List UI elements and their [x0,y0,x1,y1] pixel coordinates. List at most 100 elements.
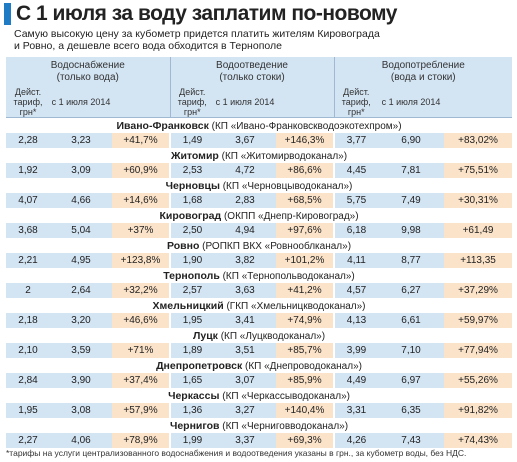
city-row: Житомир (КП «Житомирводоканал») [6,148,513,163]
tariff-cell: 5,75 [334,193,379,208]
company-name: (ГКП «Хмельницкводоканал») [226,300,366,312]
city-name: Кировоград [159,209,222,222]
city-row: Черкассы (КП «Черкассыводоканал») [6,388,513,403]
tariff-cell: 4,26 [334,433,379,448]
tariff-cell: 9,98 [378,223,445,238]
city-name: Черновцы [165,179,220,192]
change-cell: +60,9% [112,163,171,178]
city-name: Житомир [170,149,219,162]
change-cell: +85,9% [276,373,336,388]
tariff-cell: 4,66 [50,193,112,208]
tariff-cell: 7,49 [378,193,445,208]
city-row: Кировоград (ОКПП «Днепр-Кировоград») [6,208,513,223]
subheader-empty [276,87,335,118]
tariff-cell: 4,72 [214,163,276,178]
city-name: Днепропетровск [156,359,243,372]
city-cell: Хмельницкий (ГКП «Хмельницкводоканал») [6,298,513,313]
change-cell: +32,2% [112,283,171,298]
tariff-cell: 2 [6,283,50,298]
tariff-cell: 6,90 [378,133,445,148]
subtitle: Самую высокую цену за кубометр придется … [14,28,380,52]
data-row: 1,92 3,09 +60,9% 2,53 4,72 +86,6% 4,45 7,81 +75,… [6,163,513,178]
tariff-cell: 2,27 [6,433,50,448]
table: Водоснабжение (только вода) Водоотведение(… [6,57,513,448]
change-cell: +57,9% [112,403,171,418]
data-row: 2,27 4,06 +78,9% 1,99 3,37 +69,3% 4,26 7,43 +74,… [6,433,513,448]
tariff-cell: 3,31 [334,403,379,418]
tariff-cell: 4,49 [334,373,379,388]
tariff-cell: 2,10 [6,343,50,358]
tariff-cell: 2,57 [170,283,214,298]
change-cell: +77,94% [444,343,513,358]
city-name: Луцк [192,329,218,342]
company-name: (КП «Черкассыводоканал») [222,390,350,402]
tariff-cell: 3,27 [214,403,276,418]
subheader: Дейст. тариф, грн* [6,87,50,118]
tariff-cell: 6,18 [334,223,379,238]
change-cell: +140,4% [276,403,336,418]
tariff-cell: 6,97 [378,373,445,388]
tariff-cell: 3,41 [214,313,276,328]
tariff-cell: 6,27 [378,283,445,298]
company-name: (КП «Черниговводоканал») [222,420,349,432]
change-cell: +41,2% [276,283,336,298]
tariff-cell: 1,68 [170,193,214,208]
tariff-cell: 4,94 [214,223,276,238]
tariff-cell: 4,11 [334,253,379,268]
change-cell: +101,2% [276,253,336,268]
subheader: Дейст. тариф, грн* [334,87,379,118]
tariff-cell: 4,95 [50,253,112,268]
company-name: (КП «Черновцыводоканал») [222,180,353,192]
title-bar: С 1 июля за воду заплатим по-новому [4,2,397,26]
tariff-cell: 4,13 [334,313,379,328]
change-cell: +97,6% [276,223,336,238]
change-cell: +55,26% [444,373,513,388]
data-row: 2,18 3,20 +46,6% 1,95 3,41 +74,9% 4,13 6,61 +59,… [6,313,513,328]
company-name: (КП «Днепроводоканал») [244,360,362,372]
tariff-cell: 3,68 [6,223,50,238]
data-row: 2,84 3,90 +37,4% 1,65 3,07 +85,9% 4,49 6,97 +55,… [6,373,513,388]
group-header: Водопотребление (вода и стоки) [334,57,513,87]
tariff-cell: 8,77 [378,253,445,268]
tariff-cell: 1,92 [6,163,50,178]
city-cell: Житомир (КП «Житомирводоканал») [6,148,513,163]
change-cell: +68,5% [276,193,336,208]
city-cell: Тернополь (КП «Тернопольводоканал») [6,268,513,283]
tariff-cell: 2,53 [170,163,214,178]
tariff-cell: 3,07 [214,373,276,388]
change-cell: +14,6% [112,193,171,208]
city-cell: Черновцы (КП «Черновцыводоканал») [6,178,513,193]
tariff-cell: 7,43 [378,433,445,448]
city-row: Луцк (КП «Луцкводоканал») [6,328,513,343]
tariff-cell: 4,45 [334,163,379,178]
change-cell: +59,97% [444,313,513,328]
tariff-cell: 2,18 [6,313,50,328]
tariff-cell: 3,67 [214,133,276,148]
city-row: Тернополь (КП «Тернопольводоканал») [6,268,513,283]
tariff-cell: 3,59 [50,343,112,358]
tariff-cell: 1,36 [170,403,214,418]
change-cell: +75,51% [444,163,513,178]
change-cell: +91,82% [444,403,513,418]
change-cell: +61,49 [444,223,513,238]
change-cell: +69,3% [276,433,336,448]
city-cell: Луцк (КП «Луцкводоканал») [6,328,513,343]
tariff-cell: 7,10 [378,343,445,358]
change-cell: +146,3% [276,133,336,148]
company-name: (КП «Луцкводоканал») [220,330,326,342]
change-cell: +74,9% [276,313,336,328]
tariff-cell: 4,06 [50,433,112,448]
company-name: (КП «Тернопольводоканал») [222,270,355,282]
subheader: с 1 июля 2014 [50,87,112,118]
subheader-row: Дейст. тариф, грн* с 1 июля 2014 Дейст. та… [6,87,513,118]
tariff-cell: 1,95 [170,313,214,328]
tariff-cell: 4,07 [6,193,50,208]
tariff-cell: 2,84 [6,373,50,388]
city-name: Хмельницкий [152,299,224,312]
change-cell: +37,4% [112,373,171,388]
company-name: (КП «Ивано-Франковскводоэкотехпром») [211,120,402,132]
city-cell: Ивано-Франковск (КП «Ивано-Франковскводо… [6,117,513,133]
change-cell: +37,29% [444,283,513,298]
tariff-cell: 1,49 [170,133,214,148]
city-row: Чернигов (КП «Черниговводоканал») [6,418,513,433]
